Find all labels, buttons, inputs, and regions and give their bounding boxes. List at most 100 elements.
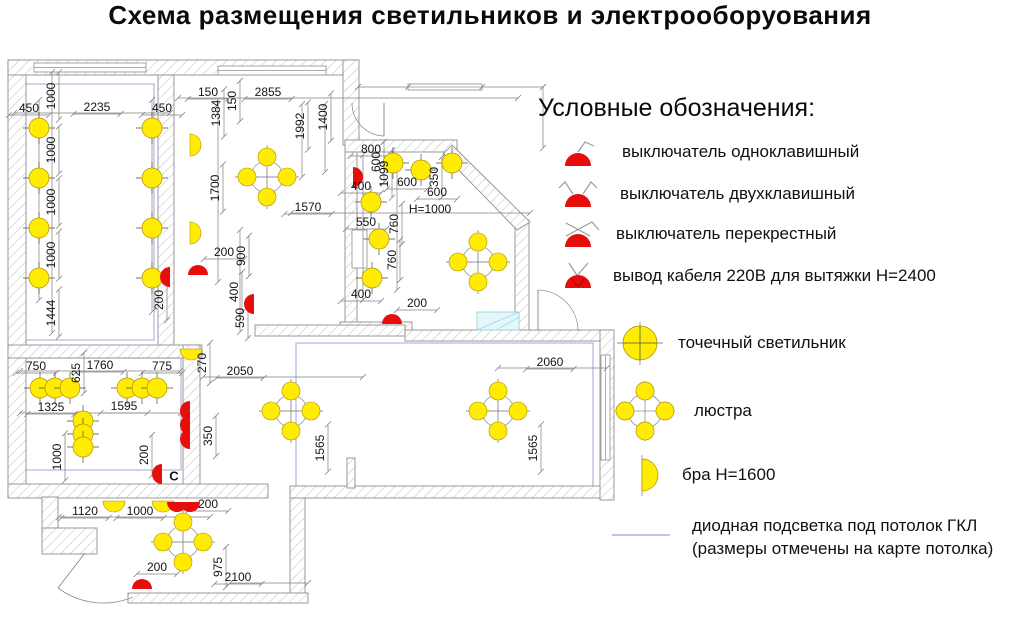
- dimension-label: 2235: [84, 100, 111, 114]
- spot-light: [28, 167, 50, 189]
- door-swing-arc: [57, 587, 134, 604]
- dimension-label: 750: [26, 359, 46, 373]
- dimension-label: 900: [234, 246, 248, 266]
- dimension-label: 800: [361, 142, 381, 156]
- dimension-label: H=1000: [409, 202, 452, 216]
- spot-light: [59, 377, 81, 399]
- dimension-label: 200: [147, 560, 167, 574]
- wall: [41, 496, 59, 533]
- spot-light-icon: [617, 322, 663, 365]
- dimension-label: 1565: [526, 434, 540, 461]
- legend-item-label: бра Н=1600: [682, 465, 776, 484]
- wall: [7, 344, 203, 359]
- led-strips-layer: [19, 83, 594, 488]
- sconce-light: [102, 500, 126, 513]
- spot-light: [141, 217, 163, 239]
- dimension-label: 1700: [208, 174, 222, 201]
- chandeliers-layer: [151, 145, 530, 574]
- legend-item-label: вывод кабеля 220В для вытяжки Н=2400: [613, 266, 936, 285]
- dimension-label: 450: [152, 101, 172, 115]
- chandelier: [235, 145, 299, 209]
- led-strip-icon: [612, 534, 670, 536]
- legend-item-chandelier: люстра: [613, 379, 752, 448]
- dimension-label: 1444: [44, 299, 58, 326]
- wall-diagonal: [442, 144, 531, 231]
- wall: [346, 457, 356, 489]
- spot-light: [141, 267, 163, 289]
- legend-item-label: люстра: [694, 401, 752, 420]
- legend-item-label2: (размеры отмечены на карте потолка): [692, 539, 994, 558]
- switch: [188, 265, 208, 275]
- dimension-label: 200: [198, 497, 218, 511]
- dimension-label: 1000: [44, 241, 58, 268]
- wall: [254, 324, 406, 337]
- dimension-label: 625: [69, 363, 83, 383]
- switch: [152, 464, 162, 484]
- switch: [160, 267, 170, 287]
- cable-outlet-icon: [565, 262, 591, 288]
- dimension-label: 1000: [127, 504, 154, 518]
- switches-layer: [132, 167, 402, 589]
- wall: [7, 483, 269, 499]
- legend-item-sconce: бра Н=1600: [634, 455, 775, 502]
- chandelier: [466, 379, 530, 443]
- spot-light: [361, 267, 383, 289]
- fixture-outline: [351, 229, 368, 269]
- legend-item-spot-light: точечный светильник: [613, 321, 846, 372]
- door-swing-arc: [351, 102, 385, 137]
- dimension-label: 1000: [44, 136, 58, 163]
- legend-item-led-strip: диодная подсветка под потолок ГКЛ (разме…: [610, 516, 993, 558]
- dimension-label: 350: [201, 426, 215, 446]
- switch-double-icon: [558, 181, 598, 207]
- windows-layer: [33, 62, 611, 461]
- chandelier: [151, 510, 215, 574]
- dimension-label: 1000: [44, 82, 58, 109]
- dimension-label: 400: [351, 287, 371, 301]
- dimension-label: 1992: [293, 112, 307, 139]
- switch: [180, 502, 200, 512]
- spot-light: [410, 159, 432, 181]
- dimension-label: 600: [369, 152, 383, 172]
- sconce-light: [179, 348, 203, 361]
- spot-light: [141, 167, 163, 189]
- legend-item-switch-single: выключатель одноклавишный: [558, 139, 859, 174]
- legend-item-switch-double: выключатель двухклавишный: [558, 180, 855, 215]
- legend-item-switch-cross: выключатель перекрестный: [558, 220, 836, 255]
- sconce-light: [189, 133, 202, 157]
- legend-item-label: выключатель одноклавишный: [622, 142, 860, 161]
- legend-heading: Условные обозначения:: [538, 94, 816, 122]
- chandelier: [446, 230, 510, 294]
- switch: [180, 429, 190, 449]
- dimension-label: 270: [195, 353, 209, 373]
- dimension-label: 2100: [225, 570, 252, 584]
- spot-lights-layer: [23, 112, 468, 463]
- dimension-label: 200: [214, 245, 234, 259]
- dimension-label: 400: [351, 179, 371, 193]
- dimension-label: 600: [397, 175, 417, 189]
- dimension-label: 760: [385, 250, 399, 270]
- dimension-label: 150: [225, 91, 239, 111]
- wall: [41, 527, 98, 555]
- spot-light: [28, 267, 50, 289]
- wall: [404, 329, 613, 342]
- dimension-label: 200: [137, 445, 151, 465]
- switch: [353, 167, 363, 187]
- dimension-label: 400: [227, 282, 241, 302]
- legend-item-label: выключатель перекрестный: [616, 224, 837, 243]
- dimension-labels-layer: 450 2235 450 1000 1000 1000 1000 1444 200 150 150 2…: [19, 82, 564, 584]
- wall: [344, 139, 458, 153]
- dimension-label: 600: [427, 185, 447, 199]
- legend-item-label: точечный светильник: [678, 333, 846, 352]
- dimension-label: 590: [233, 308, 247, 328]
- vent-layer: [476, 311, 520, 331]
- dimension-label: 1570: [295, 200, 322, 214]
- dimension-label: 450: [19, 101, 39, 115]
- dimension-label: 200: [152, 290, 166, 310]
- dimension-label: 150: [198, 85, 218, 99]
- spot-light: [72, 436, 94, 458]
- dimension-label: 1595: [111, 399, 138, 413]
- dimension-label: 550: [356, 215, 376, 229]
- chandelier: [259, 379, 323, 443]
